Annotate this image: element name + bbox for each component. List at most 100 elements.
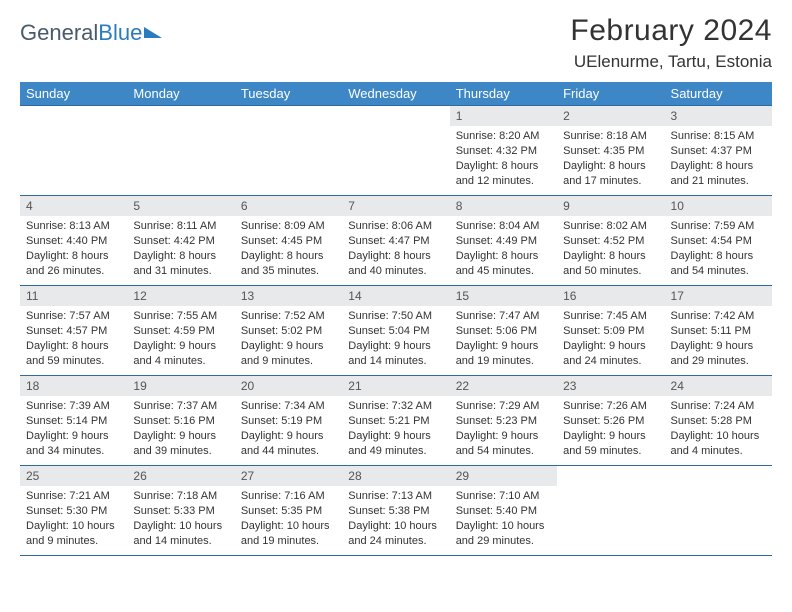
day-of-week-header: Saturday <box>665 82 772 106</box>
month-title: February 2024 <box>570 14 772 48</box>
calendar-day-cell: 23Sunrise: 7:26 AMSunset: 5:26 PMDayligh… <box>557 376 664 466</box>
day-details: Sunrise: 7:13 AMSunset: 5:38 PMDaylight:… <box>342 486 449 552</box>
day-number: 28 <box>342 466 449 486</box>
day-details: Sunrise: 7:47 AMSunset: 5:06 PMDaylight:… <box>450 306 557 372</box>
brand-triangle-icon <box>144 27 162 38</box>
day-number: 12 <box>127 286 234 306</box>
calendar-day-cell: 22Sunrise: 7:29 AMSunset: 5:23 PMDayligh… <box>450 376 557 466</box>
calendar-day-cell: 4Sunrise: 8:13 AMSunset: 4:40 PMDaylight… <box>20 196 127 286</box>
calendar-day-cell: 2Sunrise: 8:18 AMSunset: 4:35 PMDaylight… <box>557 106 664 196</box>
calendar-day-cell: 28Sunrise: 7:13 AMSunset: 5:38 PMDayligh… <box>342 466 449 556</box>
calendar-day-cell: 5Sunrise: 8:11 AMSunset: 4:42 PMDaylight… <box>127 196 234 286</box>
day-details: Sunrise: 8:06 AMSunset: 4:47 PMDaylight:… <box>342 216 449 282</box>
calendar-week-row: 4Sunrise: 8:13 AMSunset: 4:40 PMDaylight… <box>20 196 772 286</box>
day-details: Sunrise: 7:18 AMSunset: 5:33 PMDaylight:… <box>127 486 234 552</box>
calendar-week-row: 18Sunrise: 7:39 AMSunset: 5:14 PMDayligh… <box>20 376 772 466</box>
calendar-day-cell: 18Sunrise: 7:39 AMSunset: 5:14 PMDayligh… <box>20 376 127 466</box>
calendar-body: 1Sunrise: 8:20 AMSunset: 4:32 PMDaylight… <box>20 106 772 556</box>
header: GeneralBlue February 2024 UElenurme, Tar… <box>20 14 772 72</box>
calendar-day-cell: 20Sunrise: 7:34 AMSunset: 5:19 PMDayligh… <box>235 376 342 466</box>
day-details: Sunrise: 7:55 AMSunset: 4:59 PMDaylight:… <box>127 306 234 372</box>
day-number <box>127 106 234 112</box>
day-details: Sunrise: 7:10 AMSunset: 5:40 PMDaylight:… <box>450 486 557 552</box>
day-details: Sunrise: 7:24 AMSunset: 5:28 PMDaylight:… <box>665 396 772 462</box>
calendar-day-cell: 17Sunrise: 7:42 AMSunset: 5:11 PMDayligh… <box>665 286 772 376</box>
day-of-week-header: Friday <box>557 82 664 106</box>
calendar-day-cell: 8Sunrise: 8:04 AMSunset: 4:49 PMDaylight… <box>450 196 557 286</box>
day-number: 3 <box>665 106 772 126</box>
calendar-day-cell <box>557 466 664 556</box>
calendar-header-row: SundayMondayTuesdayWednesdayThursdayFrid… <box>20 82 772 106</box>
calendar-day-cell: 11Sunrise: 7:57 AMSunset: 4:57 PMDayligh… <box>20 286 127 376</box>
day-details: Sunrise: 7:32 AMSunset: 5:21 PMDaylight:… <box>342 396 449 462</box>
day-details: Sunrise: 8:02 AMSunset: 4:52 PMDaylight:… <box>557 216 664 282</box>
day-details: Sunrise: 7:52 AMSunset: 5:02 PMDaylight:… <box>235 306 342 372</box>
calendar-day-cell: 16Sunrise: 7:45 AMSunset: 5:09 PMDayligh… <box>557 286 664 376</box>
day-details: Sunrise: 7:37 AMSunset: 5:16 PMDaylight:… <box>127 396 234 462</box>
calendar-day-cell: 6Sunrise: 8:09 AMSunset: 4:45 PMDaylight… <box>235 196 342 286</box>
calendar-day-cell: 14Sunrise: 7:50 AMSunset: 5:04 PMDayligh… <box>342 286 449 376</box>
day-details: Sunrise: 8:04 AMSunset: 4:49 PMDaylight:… <box>450 216 557 282</box>
day-details: Sunrise: 8:09 AMSunset: 4:45 PMDaylight:… <box>235 216 342 282</box>
calendar-day-cell: 13Sunrise: 7:52 AMSunset: 5:02 PMDayligh… <box>235 286 342 376</box>
day-number: 6 <box>235 196 342 216</box>
day-number: 8 <box>450 196 557 216</box>
day-number: 14 <box>342 286 449 306</box>
day-number: 1 <box>450 106 557 126</box>
day-details: Sunrise: 8:15 AMSunset: 4:37 PMDaylight:… <box>665 126 772 192</box>
day-details: Sunrise: 7:34 AMSunset: 5:19 PMDaylight:… <box>235 396 342 462</box>
calendar-week-row: 11Sunrise: 7:57 AMSunset: 4:57 PMDayligh… <box>20 286 772 376</box>
day-details: Sunrise: 7:50 AMSunset: 5:04 PMDaylight:… <box>342 306 449 372</box>
calendar-day-cell: 19Sunrise: 7:37 AMSunset: 5:16 PMDayligh… <box>127 376 234 466</box>
day-of-week-header: Wednesday <box>342 82 449 106</box>
day-number: 7 <box>342 196 449 216</box>
day-number <box>20 106 127 112</box>
calendar-day-cell: 10Sunrise: 7:59 AMSunset: 4:54 PMDayligh… <box>665 196 772 286</box>
day-details: Sunrise: 7:29 AMSunset: 5:23 PMDaylight:… <box>450 396 557 462</box>
brand-logo: GeneralBlue <box>20 20 162 46</box>
title-block: February 2024 UElenurme, Tartu, Estonia <box>570 14 772 72</box>
day-number: 26 <box>127 466 234 486</box>
day-number: 25 <box>20 466 127 486</box>
day-details: Sunrise: 7:26 AMSunset: 5:26 PMDaylight:… <box>557 396 664 462</box>
calendar-day-cell: 3Sunrise: 8:15 AMSunset: 4:37 PMDaylight… <box>665 106 772 196</box>
day-number: 24 <box>665 376 772 396</box>
day-number: 2 <box>557 106 664 126</box>
day-number: 27 <box>235 466 342 486</box>
day-details: Sunrise: 8:11 AMSunset: 4:42 PMDaylight:… <box>127 216 234 282</box>
day-number: 29 <box>450 466 557 486</box>
calendar-day-cell <box>20 106 127 196</box>
day-details: Sunrise: 8:18 AMSunset: 4:35 PMDaylight:… <box>557 126 664 192</box>
day-of-week-header: Tuesday <box>235 82 342 106</box>
day-details: Sunrise: 7:59 AMSunset: 4:54 PMDaylight:… <box>665 216 772 282</box>
day-number: 21 <box>342 376 449 396</box>
day-number: 15 <box>450 286 557 306</box>
day-number: 18 <box>20 376 127 396</box>
day-details: Sunrise: 7:45 AMSunset: 5:09 PMDaylight:… <box>557 306 664 372</box>
calendar-day-cell: 7Sunrise: 8:06 AMSunset: 4:47 PMDaylight… <box>342 196 449 286</box>
brand-name: GeneralBlue <box>20 20 142 46</box>
day-number <box>665 466 772 472</box>
calendar-day-cell <box>235 106 342 196</box>
day-details: Sunrise: 7:16 AMSunset: 5:35 PMDaylight:… <box>235 486 342 552</box>
calendar-day-cell: 15Sunrise: 7:47 AMSunset: 5:06 PMDayligh… <box>450 286 557 376</box>
day-details: Sunrise: 7:39 AMSunset: 5:14 PMDaylight:… <box>20 396 127 462</box>
calendar-day-cell <box>665 466 772 556</box>
location-text: UElenurme, Tartu, Estonia <box>570 52 772 72</box>
day-number <box>342 106 449 112</box>
day-details: Sunrise: 8:13 AMSunset: 4:40 PMDaylight:… <box>20 216 127 282</box>
day-number <box>235 106 342 112</box>
day-details: Sunrise: 7:21 AMSunset: 5:30 PMDaylight:… <box>20 486 127 552</box>
day-of-week-header: Monday <box>127 82 234 106</box>
calendar-day-cell: 27Sunrise: 7:16 AMSunset: 5:35 PMDayligh… <box>235 466 342 556</box>
calendar-table: SundayMondayTuesdayWednesdayThursdayFrid… <box>20 82 772 556</box>
day-details: Sunrise: 7:42 AMSunset: 5:11 PMDaylight:… <box>665 306 772 372</box>
calendar-day-cell: 26Sunrise: 7:18 AMSunset: 5:33 PMDayligh… <box>127 466 234 556</box>
calendar-day-cell: 21Sunrise: 7:32 AMSunset: 5:21 PMDayligh… <box>342 376 449 466</box>
day-number: 13 <box>235 286 342 306</box>
calendar-week-row: 25Sunrise: 7:21 AMSunset: 5:30 PMDayligh… <box>20 466 772 556</box>
day-number: 11 <box>20 286 127 306</box>
calendar-day-cell <box>127 106 234 196</box>
calendar-day-cell: 25Sunrise: 7:21 AMSunset: 5:30 PMDayligh… <box>20 466 127 556</box>
day-number: 23 <box>557 376 664 396</box>
